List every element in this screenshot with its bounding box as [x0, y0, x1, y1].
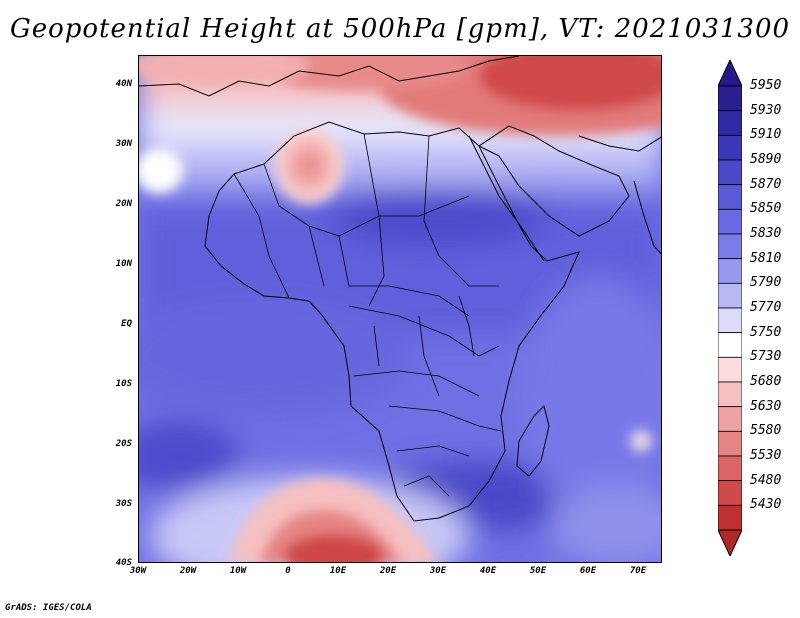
lon-tick-0: 0: [285, 566, 291, 576]
colorbar-segment: [718, 159, 742, 186]
colorbar-segment: [718, 430, 742, 457]
colorbar: [718, 60, 742, 556]
colorbar-segment: [718, 134, 742, 161]
colorbar-level-label: 5830: [750, 226, 782, 241]
colorbar-segment: [718, 258, 742, 284]
chart-title: Geopotential Height at 500hPa [gpm], VT:…: [9, 14, 791, 44]
lat-tick-10s: 10S: [115, 379, 132, 389]
colorbar-segment: [718, 233, 742, 260]
colorbar-level-label: 5810: [750, 250, 782, 266]
lat-tick-30n: 30N: [115, 139, 132, 149]
lat-tick-eq: EQ: [121, 319, 132, 329]
colorbar-segment: [718, 184, 742, 210]
lon-tick-10w: 10W: [229, 566, 247, 576]
colorbar-segment: [718, 85, 742, 112]
colorbar-level-label: 5480: [750, 472, 782, 488]
colorbar-level-label: 5790: [750, 275, 782, 291]
map-plot-area: [138, 55, 662, 563]
colorbar-segment: [718, 110, 742, 136]
colorbar-segment: [718, 406, 742, 432]
coastlines: [139, 56, 661, 522]
colorbar-level-label: 5850: [750, 201, 782, 217]
colorbar-segment: [718, 455, 742, 482]
colorbar-segment: [718, 356, 742, 383]
colorbar-segment: [718, 282, 742, 309]
lat-tick-40s: 40S: [115, 558, 132, 568]
lat-tick-20s: 20S: [115, 439, 132, 449]
lat-tick-30s: 30S: [115, 499, 132, 509]
colorbar-level-label: 5630: [750, 398, 782, 414]
colorbar-level-label: 5680: [750, 374, 782, 389]
colorbar-level-label: 5870: [750, 176, 782, 192]
colorbar-level-label: 5890: [750, 152, 782, 167]
lon-tick-40e: 40E: [479, 566, 497, 576]
colorbar-level-label: 5580: [750, 423, 782, 439]
colorbar-segment: [718, 307, 742, 334]
colorbar-level-label: 5730: [750, 349, 782, 365]
colorbar-bottom-arrow: [718, 529, 742, 556]
lon-tick-30w: 30W: [129, 566, 147, 576]
country-borders: [233, 133, 502, 497]
colorbar-level-label: 5930: [750, 102, 782, 118]
lon-tick-70e: 70E: [629, 566, 647, 576]
colorbar-top-arrow: [718, 60, 742, 87]
colorbar-level-label: 5530: [750, 448, 782, 463]
height-field-map: [139, 56, 661, 562]
lon-tick-10e: 10E: [329, 566, 347, 576]
colorbar-level-label: 5750: [750, 324, 782, 340]
colorbar-segment: [718, 480, 742, 506]
colorbar-segment: [718, 504, 742, 531]
lon-tick-60e: 60E: [579, 566, 597, 576]
colorbar-level-label: 5430: [750, 497, 782, 513]
field-features: [139, 56, 661, 562]
colorbar-level-label: 5910: [750, 127, 782, 143]
colorbar-segment: [718, 208, 742, 235]
colorbar-segment: [718, 332, 742, 358]
lon-tick-20w: 20W: [179, 566, 197, 576]
colorbar-level-label: 5950: [750, 78, 782, 93]
lat-tick-10n: 10N: [115, 259, 132, 269]
lon-tick-50e: 50E: [529, 566, 547, 576]
lon-tick-20e: 20E: [379, 566, 397, 576]
footer-credit: GrADS: IGES/COLA: [5, 603, 92, 613]
lat-tick-40n: 40N: [115, 79, 132, 89]
colorbar-segment: [718, 381, 742, 408]
colorbar-level-label: 5770: [750, 300, 782, 315]
lat-tick-20n: 20N: [115, 199, 132, 209]
lon-tick-30e: 30E: [429, 566, 447, 576]
